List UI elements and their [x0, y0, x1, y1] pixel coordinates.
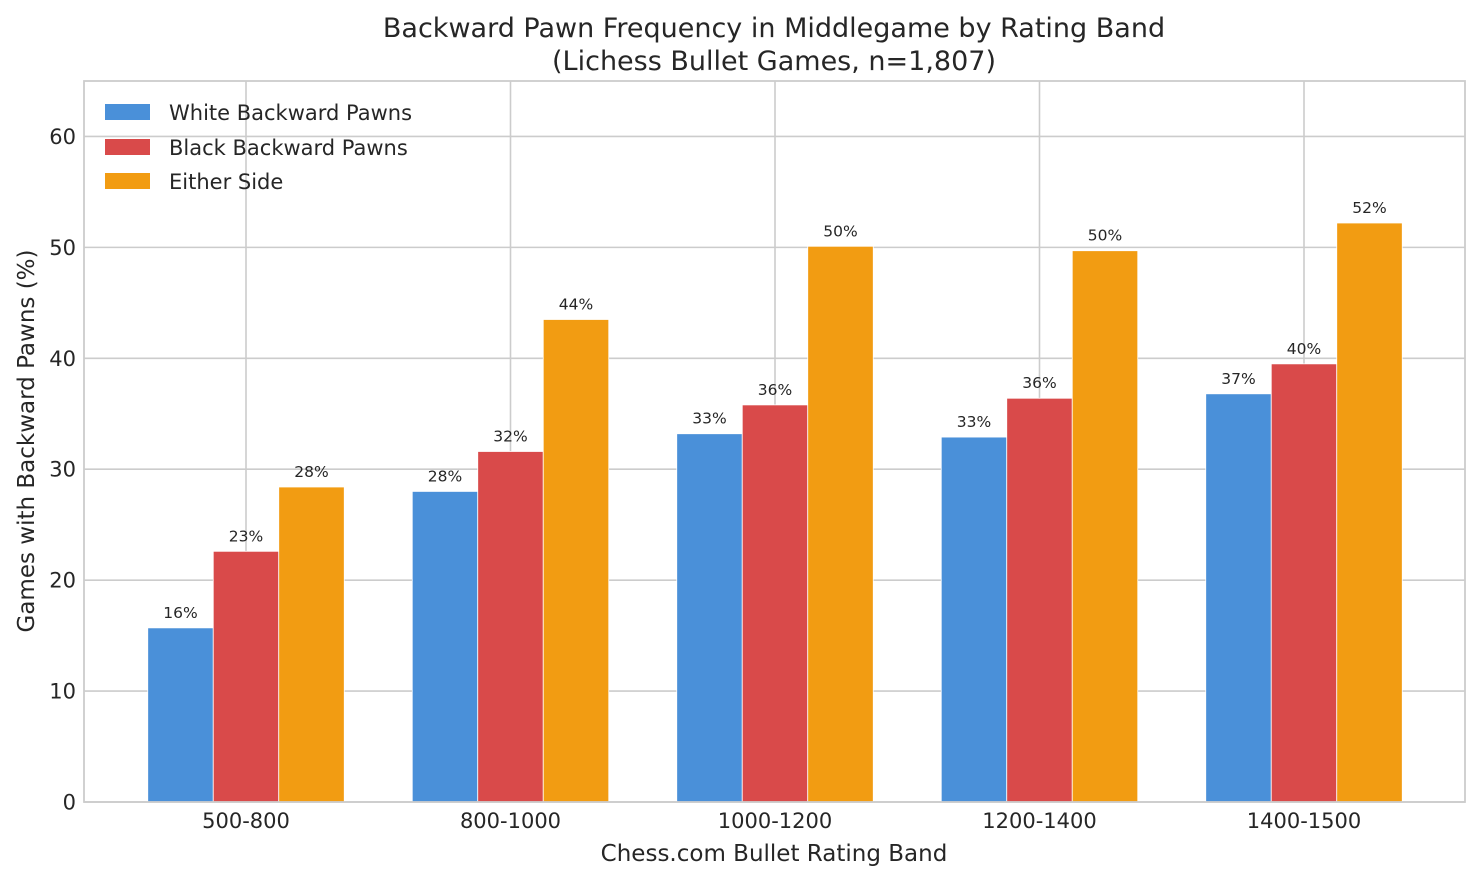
y-axis-label: Games with Backward Pawns (%) [14, 250, 40, 633]
bar-white-backward-pawns-1200-1400 [940, 436, 1008, 803]
y-tick-label-30: 30 [49, 458, 76, 482]
x-tick-label-1200-1400: 1200-1400 [982, 809, 1096, 833]
data-label-either-side-1200-1400: 50% [1088, 227, 1122, 245]
data-label-either-side-500-800: 28% [294, 463, 328, 481]
data-label-black-backward-pawns-1000-1200: 36% [758, 381, 792, 399]
bar-black-backward-pawns-1200-1400 [1006, 397, 1073, 803]
data-label-black-backward-pawns-800-1000: 32% [493, 427, 527, 445]
bar-black-backward-pawns-1400-1500 [1270, 363, 1338, 803]
data-label-black-backward-pawns-500-800: 23% [229, 527, 263, 545]
y-tick-label-50: 50 [49, 236, 76, 260]
data-label-white-backward-pawns-500-800: 16% [163, 604, 197, 622]
legend-swatch-white [105, 104, 150, 120]
bar-either-side-1000-1200 [807, 245, 874, 803]
bar-black-backward-pawns-500-800 [212, 550, 280, 803]
data-label-white-backward-pawns-1000-1200: 33% [692, 410, 726, 428]
y-tick-label-20: 20 [49, 569, 76, 593]
bar-white-backward-pawns-1400-1500 [1205, 393, 1272, 803]
y-tick-label-10: 10 [49, 680, 76, 704]
data-label-black-backward-pawns-1200-1400: 36% [1022, 374, 1056, 392]
y-tick-labels: 0 10 20 30 40 50 60 [49, 125, 76, 815]
plot-frame [83, 80, 1466, 803]
data-label-black-backward-pawns-1400-1500: 40% [1287, 340, 1321, 358]
x-tick-label-500-800: 500-800 [202, 809, 290, 833]
x-tick-label-1000-1200: 1000-1200 [718, 809, 832, 833]
data-label-white-backward-pawns-800-1000: 28% [428, 467, 462, 485]
bar-either-side-1400-1500 [1336, 222, 1403, 803]
bars [147, 222, 1403, 803]
bar-white-backward-pawns-500-800 [147, 627, 214, 803]
chart-subtitle: (Lichess Bullet Games, n=1,807) [552, 46, 996, 77]
legend-label-black: Black Backward Pawns [169, 136, 408, 160]
x-tick-labels: 500-800 800-1000 1000-1200 1200-1400 1400-15… [202, 809, 1361, 833]
legend-label-either: Either Side [169, 170, 283, 194]
bar-black-backward-pawns-1000-1200 [741, 404, 809, 803]
x-tick-label-1400-1500: 1400-1500 [1247, 809, 1361, 833]
legend-label-white: White Backward Pawns [169, 101, 412, 125]
chart-title: Backward Pawn Frequency in Middlegame by… [383, 13, 1165, 44]
legend-swatch-either [105, 173, 150, 189]
x-axis-label: Chess.com Bullet Rating Band [601, 841, 948, 867]
bar-white-backward-pawns-1000-1200 [676, 433, 743, 803]
y-tick-label-0: 0 [63, 791, 76, 815]
bar-either-side-800-1000 [542, 319, 610, 803]
legend: White Backward Pawns Black Backward Pawn… [105, 101, 412, 194]
bar-either-side-500-800 [278, 486, 345, 803]
y-tick-label-60: 60 [49, 125, 76, 149]
data-label-either-side-800-1000: 44% [559, 295, 593, 313]
data-label-either-side-1400-1500: 52% [1352, 199, 1386, 217]
bar-either-side-1200-1400 [1071, 250, 1139, 803]
x-tick-label-800-1000: 800-1000 [460, 809, 561, 833]
data-label-either-side-1000-1200: 50% [823, 222, 857, 240]
data-label-white-backward-pawns-1400-1500: 37% [1221, 370, 1255, 388]
bar-white-backward-pawns-800-1000 [411, 491, 479, 803]
y-tick-label-40: 40 [49, 347, 76, 371]
legend-swatch-black [105, 139, 150, 155]
data-label-white-backward-pawns-1200-1400: 33% [957, 413, 991, 431]
bar-black-backward-pawns-800-1000 [477, 451, 544, 803]
data-labels: 16% 28% 33% 33% 37% 23% 32% 36% 36% 40% 28% 44% 50% 5… [163, 199, 1386, 622]
